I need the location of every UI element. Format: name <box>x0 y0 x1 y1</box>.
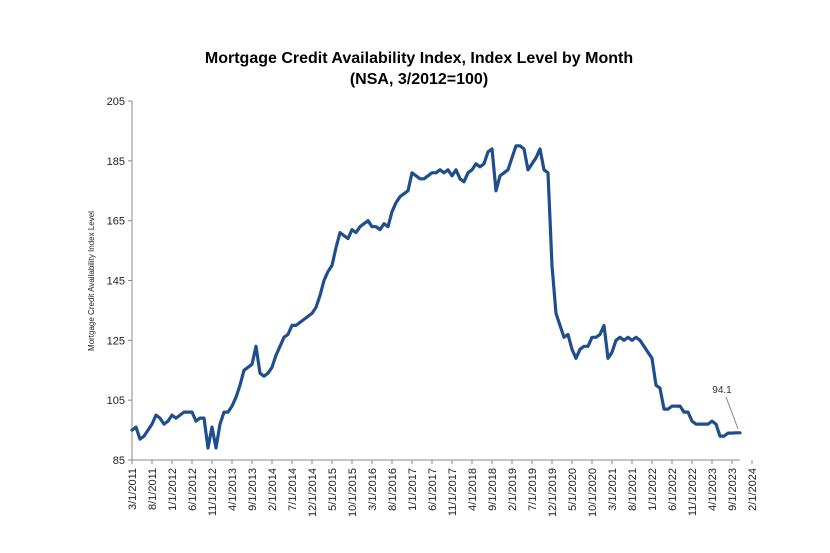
x-tick-label: 2/1/2019 <box>507 468 519 511</box>
last-value-label: 94.1 <box>712 385 732 396</box>
y-axis-label: Mortgage Credit Availability Index Level <box>87 211 96 351</box>
x-tick-label: 11/1/2012 <box>207 468 219 516</box>
x-tick-label: 12/1/2014 <box>307 468 319 517</box>
y-tick-label: 205 <box>107 96 125 108</box>
x-tick-label: 4/1/2023 <box>707 468 719 511</box>
series-group <box>130 144 742 450</box>
x-tick-label: 10/1/2015 <box>347 468 359 517</box>
x-tick-label: 8/1/2016 <box>387 468 399 511</box>
x-tick-label: 11/1/2022 <box>687 468 699 516</box>
x-tick-label: 9/1/2023 <box>727 468 739 511</box>
y-tick-label: 125 <box>107 335 125 347</box>
x-tick-label: 4/1/2018 <box>467 468 479 511</box>
x-tick-label: 1/1/2017 <box>407 468 419 511</box>
x-tick-label: 3/1/2011 <box>127 468 139 510</box>
series-line <box>130 144 742 450</box>
x-tick-label: 6/1/2017 <box>427 468 439 511</box>
x-tick-label: 2/1/2014 <box>267 468 279 511</box>
y-tick-label: 85 <box>113 455 125 467</box>
annotation-leader-line <box>725 396 739 429</box>
x-ticks: 3/1/2011 8/1/2011 1/1/2012 6/1/2012 11/1/201… <box>127 460 759 517</box>
x-tick-label: 12/1/2019 <box>547 468 559 517</box>
x-tick-label: 5/1/2015 <box>327 468 339 511</box>
y-tick-label: 185 <box>107 156 125 168</box>
x-tick-label: 4/1/2013 <box>227 468 239 511</box>
x-tick-label: 1/1/2012 <box>167 468 179 511</box>
x-tick-label: 11/1/2017 <box>447 468 459 516</box>
x-tick-label: 8/1/2021 <box>627 468 639 511</box>
y-tick-label: 105 <box>107 395 125 407</box>
x-tick-label: 6/1/2012 <box>187 468 199 511</box>
x-tick-label: 9/1/2018 <box>487 468 499 511</box>
y-tick-label: 145 <box>107 276 125 288</box>
annotations: 94.1 <box>712 385 739 429</box>
y-tick-label: 165 <box>107 216 125 228</box>
x-tick-label: 7/1/2019 <box>527 468 539 511</box>
chart-title: Mortgage Credit Availability Index, Inde… <box>205 50 633 67</box>
x-tick-label: 3/1/2021 <box>607 468 619 511</box>
x-tick-label: 6/1/2022 <box>667 468 679 511</box>
chart-subtitle: (NSA, 3/2012=100) <box>350 71 488 88</box>
x-tick-label: 3/1/2016 <box>367 468 379 511</box>
x-tick-label: 5/1/2020 <box>567 468 579 511</box>
x-tick-label: 7/1/2014 <box>287 468 299 511</box>
y-ticks: 85 105 125 145 165 185 205 <box>107 96 132 467</box>
x-tick-label: 2/1/2024 <box>747 468 759 511</box>
x-tick-label: 8/1/2011 <box>147 468 159 510</box>
x-tick-label: 1/1/2022 <box>647 468 659 511</box>
axes <box>131 101 740 461</box>
x-tick-label: 9/1/2013 <box>247 468 259 511</box>
x-tick-label: 10/1/2020 <box>587 468 599 517</box>
